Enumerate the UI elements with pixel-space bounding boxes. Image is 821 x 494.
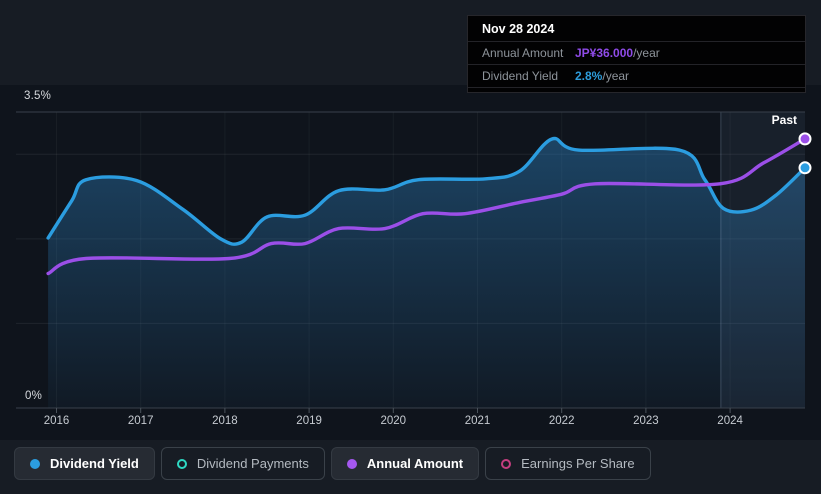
legend-toggle-dividend-yield[interactable]: Dividend Yield	[14, 447, 155, 480]
tooltip-date: Nov 28 2024	[482, 22, 555, 36]
x-axis-tick-label: 2022	[548, 415, 575, 427]
tooltip-value: 2.8%/year	[575, 69, 630, 83]
x-axis-tick-label: 2020	[380, 415, 407, 427]
dividend-yield-area	[48, 138, 806, 409]
annual-amount-end-marker	[798, 132, 812, 146]
legend-label: Dividend Yield	[50, 456, 139, 471]
legend-toggle-annual-amount[interactable]: Annual Amount	[330, 447, 480, 480]
tooltip-row-dividend-yield: Dividend Yield 2.8%/year	[468, 64, 805, 88]
legend-toggle-dividend-payments[interactable]: Dividend Payments	[160, 447, 325, 480]
x-axis-tick-label: 2021	[464, 415, 491, 427]
legend-label: Annual Amount	[366, 456, 464, 471]
y-axis-label-min: 0%	[25, 390, 43, 402]
tooltip-value: JP¥36.000/year	[575, 46, 660, 60]
annual-amount-dot-icon	[346, 458, 357, 469]
y-axis-label-max: 3.5%	[24, 90, 52, 102]
dividend-yield-end-marker	[798, 161, 812, 175]
legend-toggle-earnings-per-share[interactable]: Earnings Per Share	[485, 447, 651, 480]
tooltip-label: Annual Amount	[482, 46, 564, 60]
past-label: Past	[771, 113, 797, 127]
x-axis-tick-label: 2024	[717, 415, 743, 427]
legend: Dividend Yield Dividend Payments Annual …	[14, 447, 651, 480]
x-axis-tick-label: 2016	[43, 415, 70, 427]
x-axis-tick-label: 2023	[633, 415, 659, 427]
annual-amount-line	[46, 137, 807, 276]
legend-label: Dividend Payments	[196, 456, 309, 471]
earnings-per-share-ring-icon	[501, 458, 512, 469]
x-axis-tick-label: 2019	[296, 415, 322, 427]
x-axis-tick-label: 2018	[212, 415, 238, 427]
past-year-highlight	[720, 112, 805, 408]
x-axis-tick-label: 2017	[127, 415, 154, 427]
tooltip-row-annual-amount: Annual Amount JP¥36.000/year	[468, 41, 805, 64]
legend-label: Earnings Per Share	[521, 456, 635, 471]
dividend-yield-dot-icon	[30, 458, 40, 469]
tooltip-label: Dividend Yield	[482, 69, 559, 83]
dividend-payments-ring-icon	[176, 458, 187, 469]
dividend-yield-line	[46, 136, 807, 246]
chart-tooltip: Nov 28 2024 Annual Amount JP¥36.000/year…	[467, 15, 806, 93]
